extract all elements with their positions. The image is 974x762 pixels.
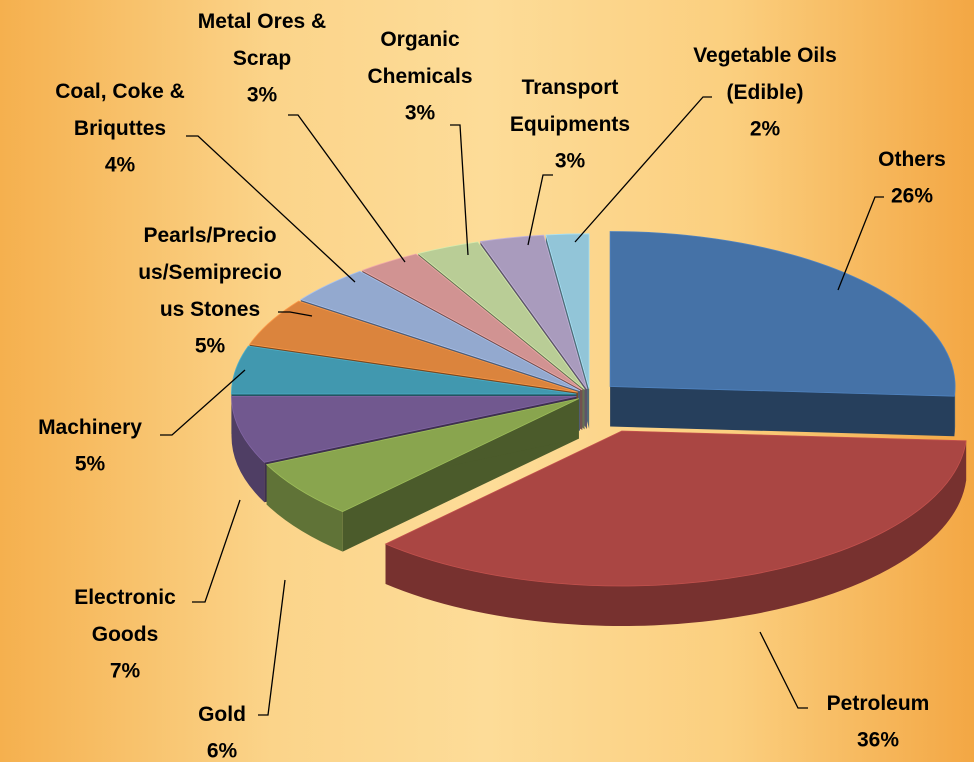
category-label: Machinery — [38, 416, 142, 439]
value-label: 26% — [891, 185, 933, 208]
value-label: 5% — [195, 335, 226, 358]
leader-line — [450, 124, 469, 256]
leader-line — [527, 174, 553, 246]
slice — [299, 270, 581, 392]
slice — [479, 234, 588, 390]
leader-line — [192, 499, 241, 603]
leader-line — [837, 196, 884, 291]
leader-line — [574, 96, 712, 243]
value-label: 3% — [405, 102, 436, 125]
value-label: 6% — [207, 740, 238, 762]
category-label: Vegetable Oils (Edible) — [693, 44, 837, 104]
slice-side — [610, 386, 955, 437]
slice — [361, 253, 583, 391]
leader-line — [258, 579, 286, 716]
value-label: 5% — [75, 453, 106, 476]
leader-line — [288, 114, 406, 263]
leader-line — [186, 135, 356, 283]
slice — [417, 241, 585, 390]
category-label: Gold — [198, 703, 246, 726]
slice-side — [954, 386, 956, 437]
slice — [230, 345, 577, 395]
slice — [248, 300, 578, 393]
category-label: Petroleum — [827, 692, 930, 715]
slice — [265, 398, 580, 513]
slice — [545, 233, 590, 389]
category-label: Electronic Goods — [74, 586, 176, 646]
slice-side — [385, 440, 967, 627]
category-label: Coal, Coke & Briquttes — [55, 80, 185, 140]
value-label: 4% — [105, 154, 136, 177]
leader-line — [759, 631, 808, 709]
leader-line — [278, 311, 313, 317]
value-label: 3% — [555, 150, 586, 173]
category-label: Organic Chemicals — [367, 28, 472, 88]
value-label: 2% — [750, 118, 781, 141]
category-label: Others — [878, 148, 946, 171]
value-label: 3% — [247, 84, 278, 107]
slice-side — [266, 464, 343, 552]
slice — [231, 395, 577, 463]
slice — [384, 430, 967, 587]
value-label: 36% — [857, 729, 899, 752]
slice-side — [231, 396, 265, 503]
value-label: 7% — [110, 660, 141, 683]
category-label: Metal Ores & Scrap — [198, 10, 326, 70]
category-label: Transport Equipments — [510, 76, 630, 136]
category-label: Pearls/Precio us/Semiprecio us Stones — [138, 224, 282, 321]
slice — [609, 231, 956, 397]
leader-line — [160, 369, 246, 436]
